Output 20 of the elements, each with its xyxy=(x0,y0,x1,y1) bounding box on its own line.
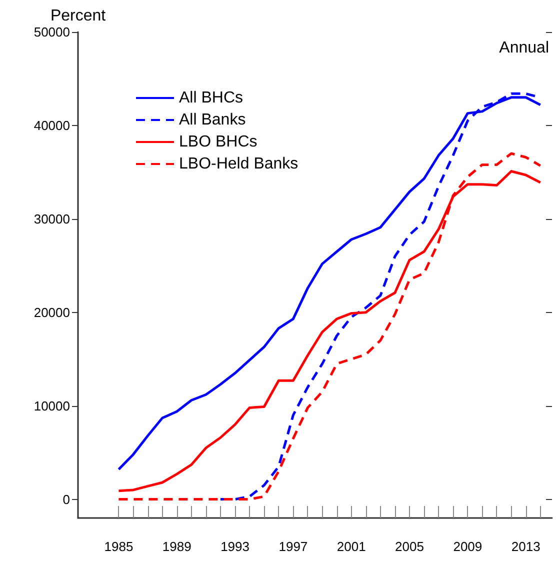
y-axis-title: Percent xyxy=(50,8,106,24)
legend-label: LBO-Held Banks xyxy=(179,156,298,172)
x-tick-label: 2009 xyxy=(453,539,482,554)
x-tick-label: 2001 xyxy=(336,539,366,554)
x-tick-label: 1989 xyxy=(162,539,192,554)
y-tick-label: 10000 xyxy=(34,398,70,414)
y-tick-label: 0 xyxy=(62,492,70,507)
annotation: Annual xyxy=(499,40,550,56)
x-tick-label: 1997 xyxy=(278,539,308,554)
x-tick-label: 1993 xyxy=(220,539,250,554)
x-tick-label: 2013 xyxy=(511,539,540,554)
y-tick-label: 20000 xyxy=(34,304,70,320)
y-tick-label: 50000 xyxy=(34,24,70,40)
legend-label: All Banks xyxy=(179,112,246,128)
legend-label: All BHCs xyxy=(179,90,244,106)
y-tick-label: 30000 xyxy=(34,211,70,226)
y-tick-label: 40000 xyxy=(34,118,70,133)
x-tick-label: 1985 xyxy=(104,539,134,554)
x-tick-label: 2005 xyxy=(395,539,424,554)
legend-label: LBO BHCs xyxy=(179,134,258,150)
